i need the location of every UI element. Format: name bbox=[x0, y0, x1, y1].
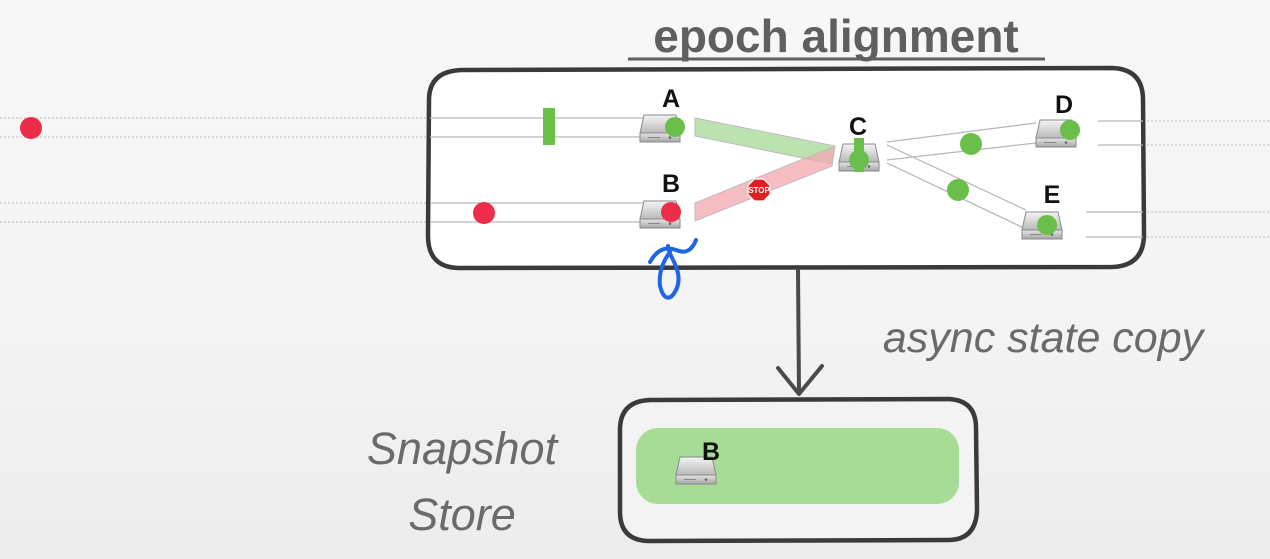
input-channels bbox=[0, 117, 430, 223]
record-before-b bbox=[473, 202, 495, 224]
node-label-c: C bbox=[849, 113, 867, 141]
diagram-title: epoch alignment bbox=[653, 10, 1018, 62]
snapshot-node-label: B bbox=[702, 438, 720, 466]
snapshot-store-fill bbox=[636, 428, 959, 504]
node-label-d: D bbox=[1055, 91, 1073, 119]
store-label-line1: Snapshot bbox=[367, 423, 560, 474]
hand-drawn-annotation bbox=[648, 238, 698, 300]
record-far-left bbox=[20, 117, 42, 139]
node-label-a: A bbox=[662, 85, 680, 113]
stop-sign-icon: STOP bbox=[747, 178, 771, 202]
barrier-at-a bbox=[665, 117, 685, 137]
barrier-at-d bbox=[1060, 120, 1080, 140]
node-label-b: B bbox=[662, 170, 680, 198]
output-channels bbox=[1143, 120, 1270, 238]
barrier-at-e bbox=[1037, 215, 1057, 235]
barrier-at-c bbox=[849, 150, 869, 170]
barrier-marker-incoming bbox=[543, 108, 555, 145]
barrier-c-e bbox=[947, 179, 969, 201]
state-copy-arrow bbox=[776, 268, 824, 396]
barrier-c-d bbox=[960, 133, 982, 155]
record-at-b bbox=[661, 202, 681, 222]
stop-sign-text: STOP bbox=[748, 186, 770, 195]
edge-label: async state copy bbox=[883, 314, 1206, 362]
node-label-e: E bbox=[1044, 181, 1061, 209]
store-label-line2: Store bbox=[408, 489, 516, 540]
